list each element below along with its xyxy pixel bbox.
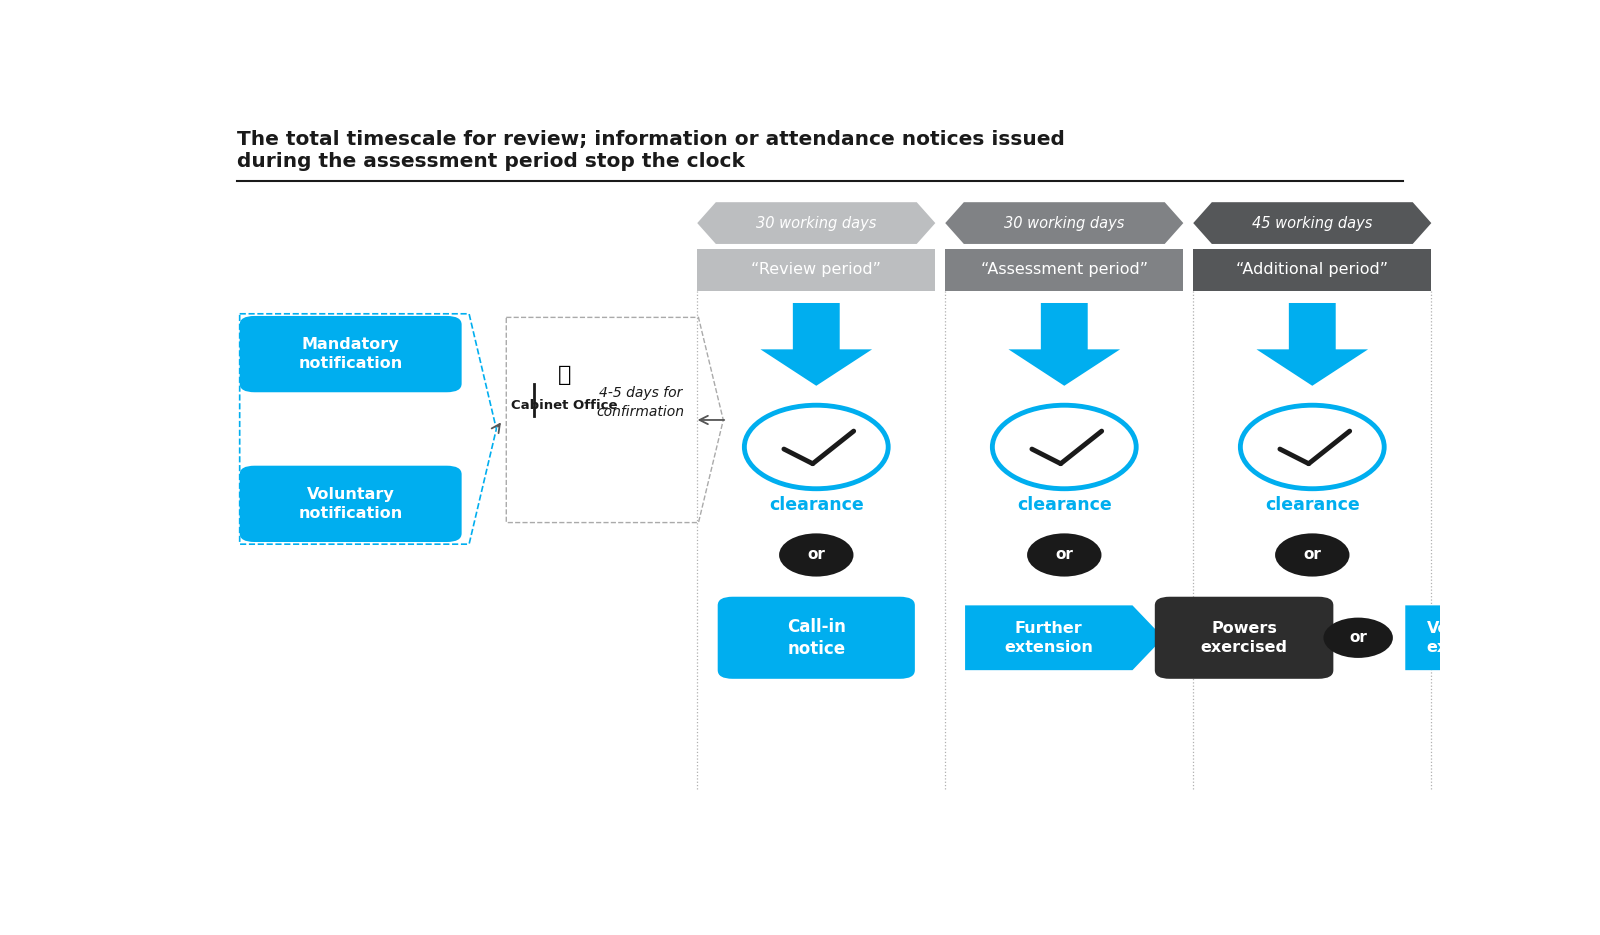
Polygon shape	[1405, 605, 1566, 670]
Polygon shape	[760, 303, 872, 386]
Polygon shape	[946, 202, 1184, 244]
Text: 4-5 days for
confirmation: 4-5 days for confirmation	[597, 386, 685, 419]
FancyBboxPatch shape	[240, 466, 462, 542]
Polygon shape	[1194, 202, 1432, 244]
Text: 30 working days: 30 working days	[1005, 216, 1125, 231]
FancyBboxPatch shape	[240, 316, 462, 393]
Text: The total timescale for review; information or attendance notices issued: The total timescale for review; informat…	[237, 130, 1066, 150]
Polygon shape	[1256, 303, 1368, 386]
FancyBboxPatch shape	[698, 249, 936, 291]
Text: Mandatory
notification: Mandatory notification	[299, 338, 403, 371]
Text: Cabinet Office: Cabinet Office	[512, 399, 618, 412]
FancyBboxPatch shape	[946, 249, 1184, 291]
Text: Further
extension: Further extension	[1005, 621, 1093, 654]
Text: clearance: clearance	[770, 496, 864, 513]
Text: clearance: clearance	[1018, 496, 1112, 513]
Polygon shape	[965, 605, 1163, 670]
Circle shape	[779, 533, 853, 577]
Text: 30 working days: 30 working days	[757, 216, 877, 231]
Circle shape	[1240, 405, 1384, 489]
Text: 👑: 👑	[558, 365, 571, 385]
FancyBboxPatch shape	[1194, 249, 1432, 291]
Text: or: or	[1304, 548, 1322, 563]
Text: or: or	[1349, 630, 1366, 645]
Circle shape	[1323, 618, 1394, 658]
Text: Call-in
notice: Call-in notice	[787, 618, 846, 658]
Polygon shape	[698, 202, 936, 244]
Text: “Review period”: “Review period”	[752, 263, 882, 278]
Polygon shape	[1008, 303, 1120, 386]
Text: or: or	[1056, 548, 1074, 563]
Circle shape	[744, 405, 888, 489]
Text: Voluntary
notification: Voluntary notification	[299, 487, 403, 521]
FancyBboxPatch shape	[718, 597, 915, 679]
Circle shape	[992, 405, 1136, 489]
Circle shape	[1275, 533, 1349, 577]
Text: “Assessment period”: “Assessment period”	[981, 263, 1147, 278]
Circle shape	[1027, 533, 1101, 577]
Text: or: or	[808, 548, 826, 563]
Text: clearance: clearance	[1266, 496, 1360, 513]
Text: 45 working days: 45 working days	[1253, 216, 1373, 231]
Text: Voluntary
extension: Voluntary extension	[1426, 621, 1515, 654]
Text: “Additional period”: “Additional period”	[1237, 263, 1389, 278]
Text: during the assessment period stop the clock: during the assessment period stop the cl…	[237, 151, 746, 171]
Text: Powers
exercised: Powers exercised	[1200, 621, 1288, 654]
FancyBboxPatch shape	[1155, 597, 1333, 679]
